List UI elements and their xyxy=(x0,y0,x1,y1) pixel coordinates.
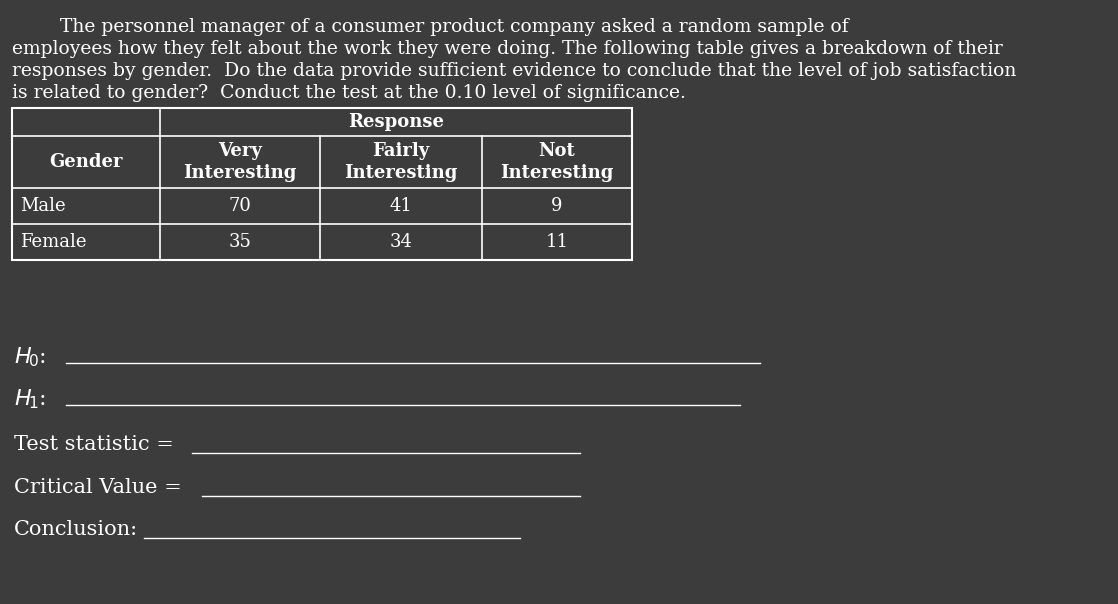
Text: $\it{H}_{\!\mathit{1}}$:: $\it{H}_{\!\mathit{1}}$: xyxy=(15,387,46,411)
Text: $\it{H}_{\!\mathit{0}}$:: $\it{H}_{\!\mathit{0}}$: xyxy=(15,345,46,368)
Text: Test statistic =: Test statistic = xyxy=(15,435,174,454)
Text: The personnel manager of a consumer product company asked a random sample of: The personnel manager of a consumer prod… xyxy=(12,18,849,36)
Text: 9: 9 xyxy=(551,197,562,215)
Text: Response: Response xyxy=(348,113,444,131)
Text: 41: 41 xyxy=(389,197,413,215)
Text: 70: 70 xyxy=(228,197,252,215)
Text: 34: 34 xyxy=(389,233,413,251)
Text: employees how they felt about the work they were doing. The following table give: employees how they felt about the work t… xyxy=(12,40,1003,58)
Text: Not
Interesting: Not Interesting xyxy=(501,143,614,182)
Text: Critical Value =: Critical Value = xyxy=(15,478,182,497)
Text: is related to gender?  Conduct the test at the 0.10 level of significance.: is related to gender? Conduct the test a… xyxy=(12,84,685,102)
Bar xyxy=(12,108,632,260)
Text: 11: 11 xyxy=(546,233,568,251)
Text: responses by gender.  Do the data provide sufficient evidence to conclude that t: responses by gender. Do the data provide… xyxy=(12,62,1016,80)
Text: Fairly
Interesting: Fairly Interesting xyxy=(344,143,457,182)
Text: Very
Interesting: Very Interesting xyxy=(183,143,296,182)
Text: Female: Female xyxy=(20,233,86,251)
Text: Male: Male xyxy=(20,197,66,215)
Text: Gender: Gender xyxy=(49,153,123,171)
Text: 35: 35 xyxy=(228,233,252,251)
Text: Conclusion:: Conclusion: xyxy=(15,520,139,539)
